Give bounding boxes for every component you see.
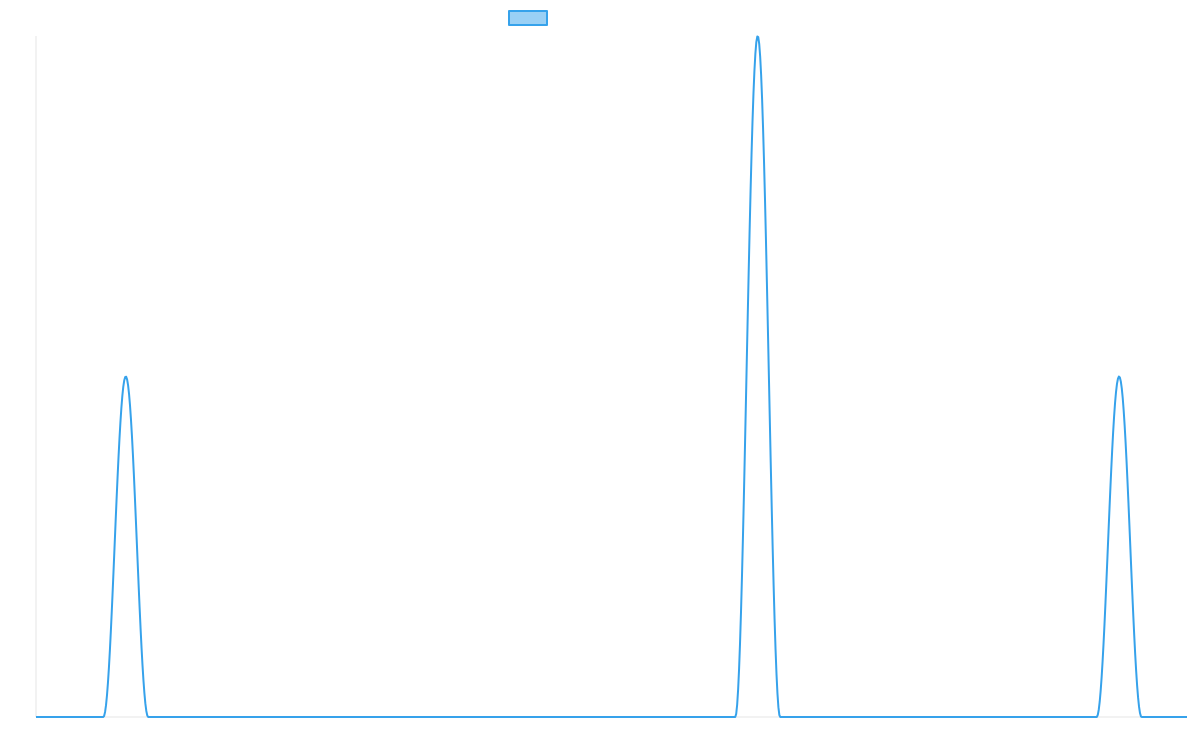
- legend-swatch[interactable]: [508, 10, 548, 26]
- series-line-0: [35, 35, 1188, 718]
